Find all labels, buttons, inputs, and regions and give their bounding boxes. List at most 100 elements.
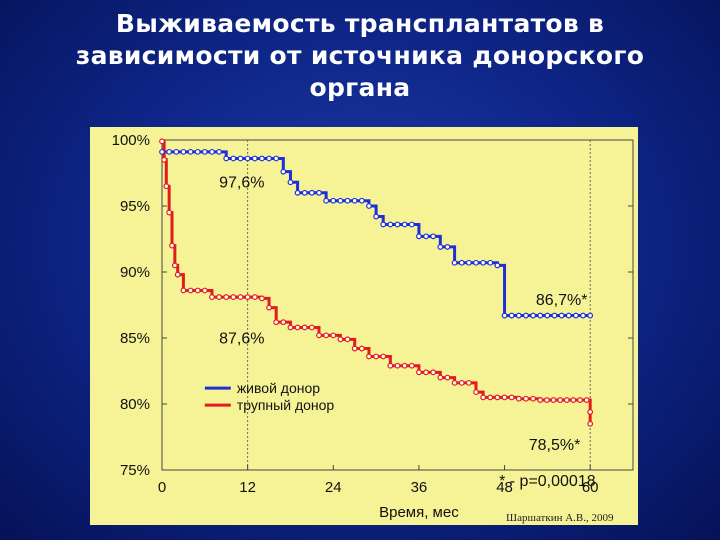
series-1-point bbox=[501, 312, 508, 319]
series-1-point bbox=[565, 312, 572, 319]
chart-panel bbox=[90, 127, 638, 525]
series-1-point bbox=[444, 244, 451, 250]
series-1-point bbox=[523, 312, 529, 319]
series-2-point bbox=[387, 362, 394, 369]
series-2-point bbox=[444, 374, 451, 381]
series-2-point bbox=[451, 379, 458, 386]
series-2-point bbox=[437, 374, 444, 381]
series-1-point bbox=[580, 312, 586, 319]
y-tick-label: 90% bbox=[120, 264, 150, 281]
series-1-point bbox=[223, 155, 230, 162]
x-tick-label: 60 bbox=[582, 479, 599, 496]
series-1-point bbox=[451, 259, 458, 266]
series-1-point bbox=[530, 312, 536, 319]
series-1-point bbox=[323, 197, 330, 204]
y-tick-label: 85% bbox=[120, 330, 150, 347]
series-2-point bbox=[508, 394, 515, 401]
series-2-point bbox=[301, 324, 308, 331]
series-2-point bbox=[180, 287, 187, 294]
series-1-point bbox=[301, 189, 308, 196]
series-1-point bbox=[508, 312, 515, 319]
series-2-point bbox=[523, 395, 529, 402]
series-1-point bbox=[494, 262, 501, 269]
series-2-point bbox=[161, 156, 168, 163]
series-1-point bbox=[259, 155, 265, 162]
series-1-point bbox=[458, 259, 465, 266]
series-1-point bbox=[401, 221, 408, 228]
series-1-point bbox=[159, 148, 165, 155]
title-line-2: зависимости от источника донорского bbox=[75, 41, 645, 70]
series-2-point bbox=[550, 397, 557, 403]
series-1-point bbox=[273, 155, 280, 162]
series-1-point bbox=[437, 244, 444, 250]
series-2-point bbox=[316, 332, 322, 339]
x-tick-label: 0 bbox=[158, 479, 166, 496]
series-2-point bbox=[159, 138, 165, 145]
annotation-2: 86,7%* bbox=[536, 292, 588, 309]
series-1-point bbox=[465, 259, 472, 266]
series-2-point bbox=[366, 353, 372, 360]
series-1-point bbox=[194, 148, 201, 155]
series-2-point bbox=[430, 369, 437, 376]
series-2-point bbox=[587, 409, 594, 415]
series-1-point bbox=[480, 259, 487, 266]
series-2-point bbox=[501, 394, 508, 401]
series-1-point bbox=[216, 148, 222, 155]
series-2-point bbox=[237, 294, 244, 300]
series-2-point bbox=[216, 294, 222, 300]
series-2-point bbox=[465, 379, 472, 386]
series-2-point bbox=[543, 397, 550, 403]
series-2-point bbox=[480, 394, 487, 401]
series-2-point bbox=[209, 294, 215, 300]
series-1-point bbox=[351, 197, 358, 204]
series-1-point bbox=[551, 312, 558, 319]
series-1-point bbox=[358, 197, 365, 204]
plot-frame bbox=[161, 139, 634, 471]
series-2-point bbox=[401, 362, 408, 369]
series-1-point bbox=[408, 221, 415, 228]
series-1-point bbox=[294, 189, 301, 196]
x-tick-label: 12 bbox=[239, 479, 256, 496]
series-1-point bbox=[487, 259, 494, 266]
series-1-point bbox=[201, 148, 208, 155]
x-tick-label: 24 bbox=[325, 479, 342, 496]
series-2-point bbox=[583, 397, 590, 403]
series-1-point bbox=[423, 233, 429, 240]
y-tick-label: 75% bbox=[120, 462, 150, 479]
series-1-point bbox=[280, 168, 287, 175]
annotation-4: 78,5%* bbox=[529, 437, 581, 454]
series-2-point bbox=[259, 295, 265, 302]
series-2-point bbox=[487, 394, 494, 401]
series-2-point bbox=[287, 324, 294, 331]
series-1-point bbox=[473, 259, 479, 266]
series-2-point bbox=[174, 271, 181, 278]
legend-label-1: живой донор bbox=[237, 380, 320, 396]
x-tick-label: 36 bbox=[411, 479, 428, 496]
series-2-point bbox=[163, 183, 170, 190]
series-1-point bbox=[573, 312, 579, 319]
series-1-point bbox=[266, 155, 272, 162]
series-1-point bbox=[380, 221, 387, 228]
slide-title: Выживаемость трансплантатов в зависимост… bbox=[0, 8, 720, 104]
series-2-point bbox=[458, 379, 465, 386]
series-2-point bbox=[194, 287, 201, 294]
series-2-point bbox=[563, 397, 570, 403]
series-1-point bbox=[430, 233, 437, 240]
series-2-point bbox=[416, 369, 422, 376]
annotation-1: 97,6% bbox=[219, 175, 264, 192]
title-line-1: Выживаемость трансплантатов в bbox=[115, 9, 605, 38]
author-credit: Шаршаткин А.В., 2009 bbox=[506, 512, 614, 524]
series-2-point bbox=[373, 353, 379, 360]
series-2-point bbox=[473, 389, 479, 396]
series-2-point bbox=[380, 353, 387, 360]
series-1-point bbox=[316, 189, 322, 196]
series-2-point bbox=[408, 362, 415, 369]
series-1-point bbox=[287, 179, 294, 186]
series-1-point bbox=[330, 197, 337, 204]
y-tick-label: 100% bbox=[112, 132, 150, 149]
series-1-point bbox=[230, 155, 237, 162]
series-1-point bbox=[237, 155, 244, 162]
series-2-point bbox=[570, 397, 577, 403]
annotation-3: 87,6% bbox=[219, 330, 264, 347]
